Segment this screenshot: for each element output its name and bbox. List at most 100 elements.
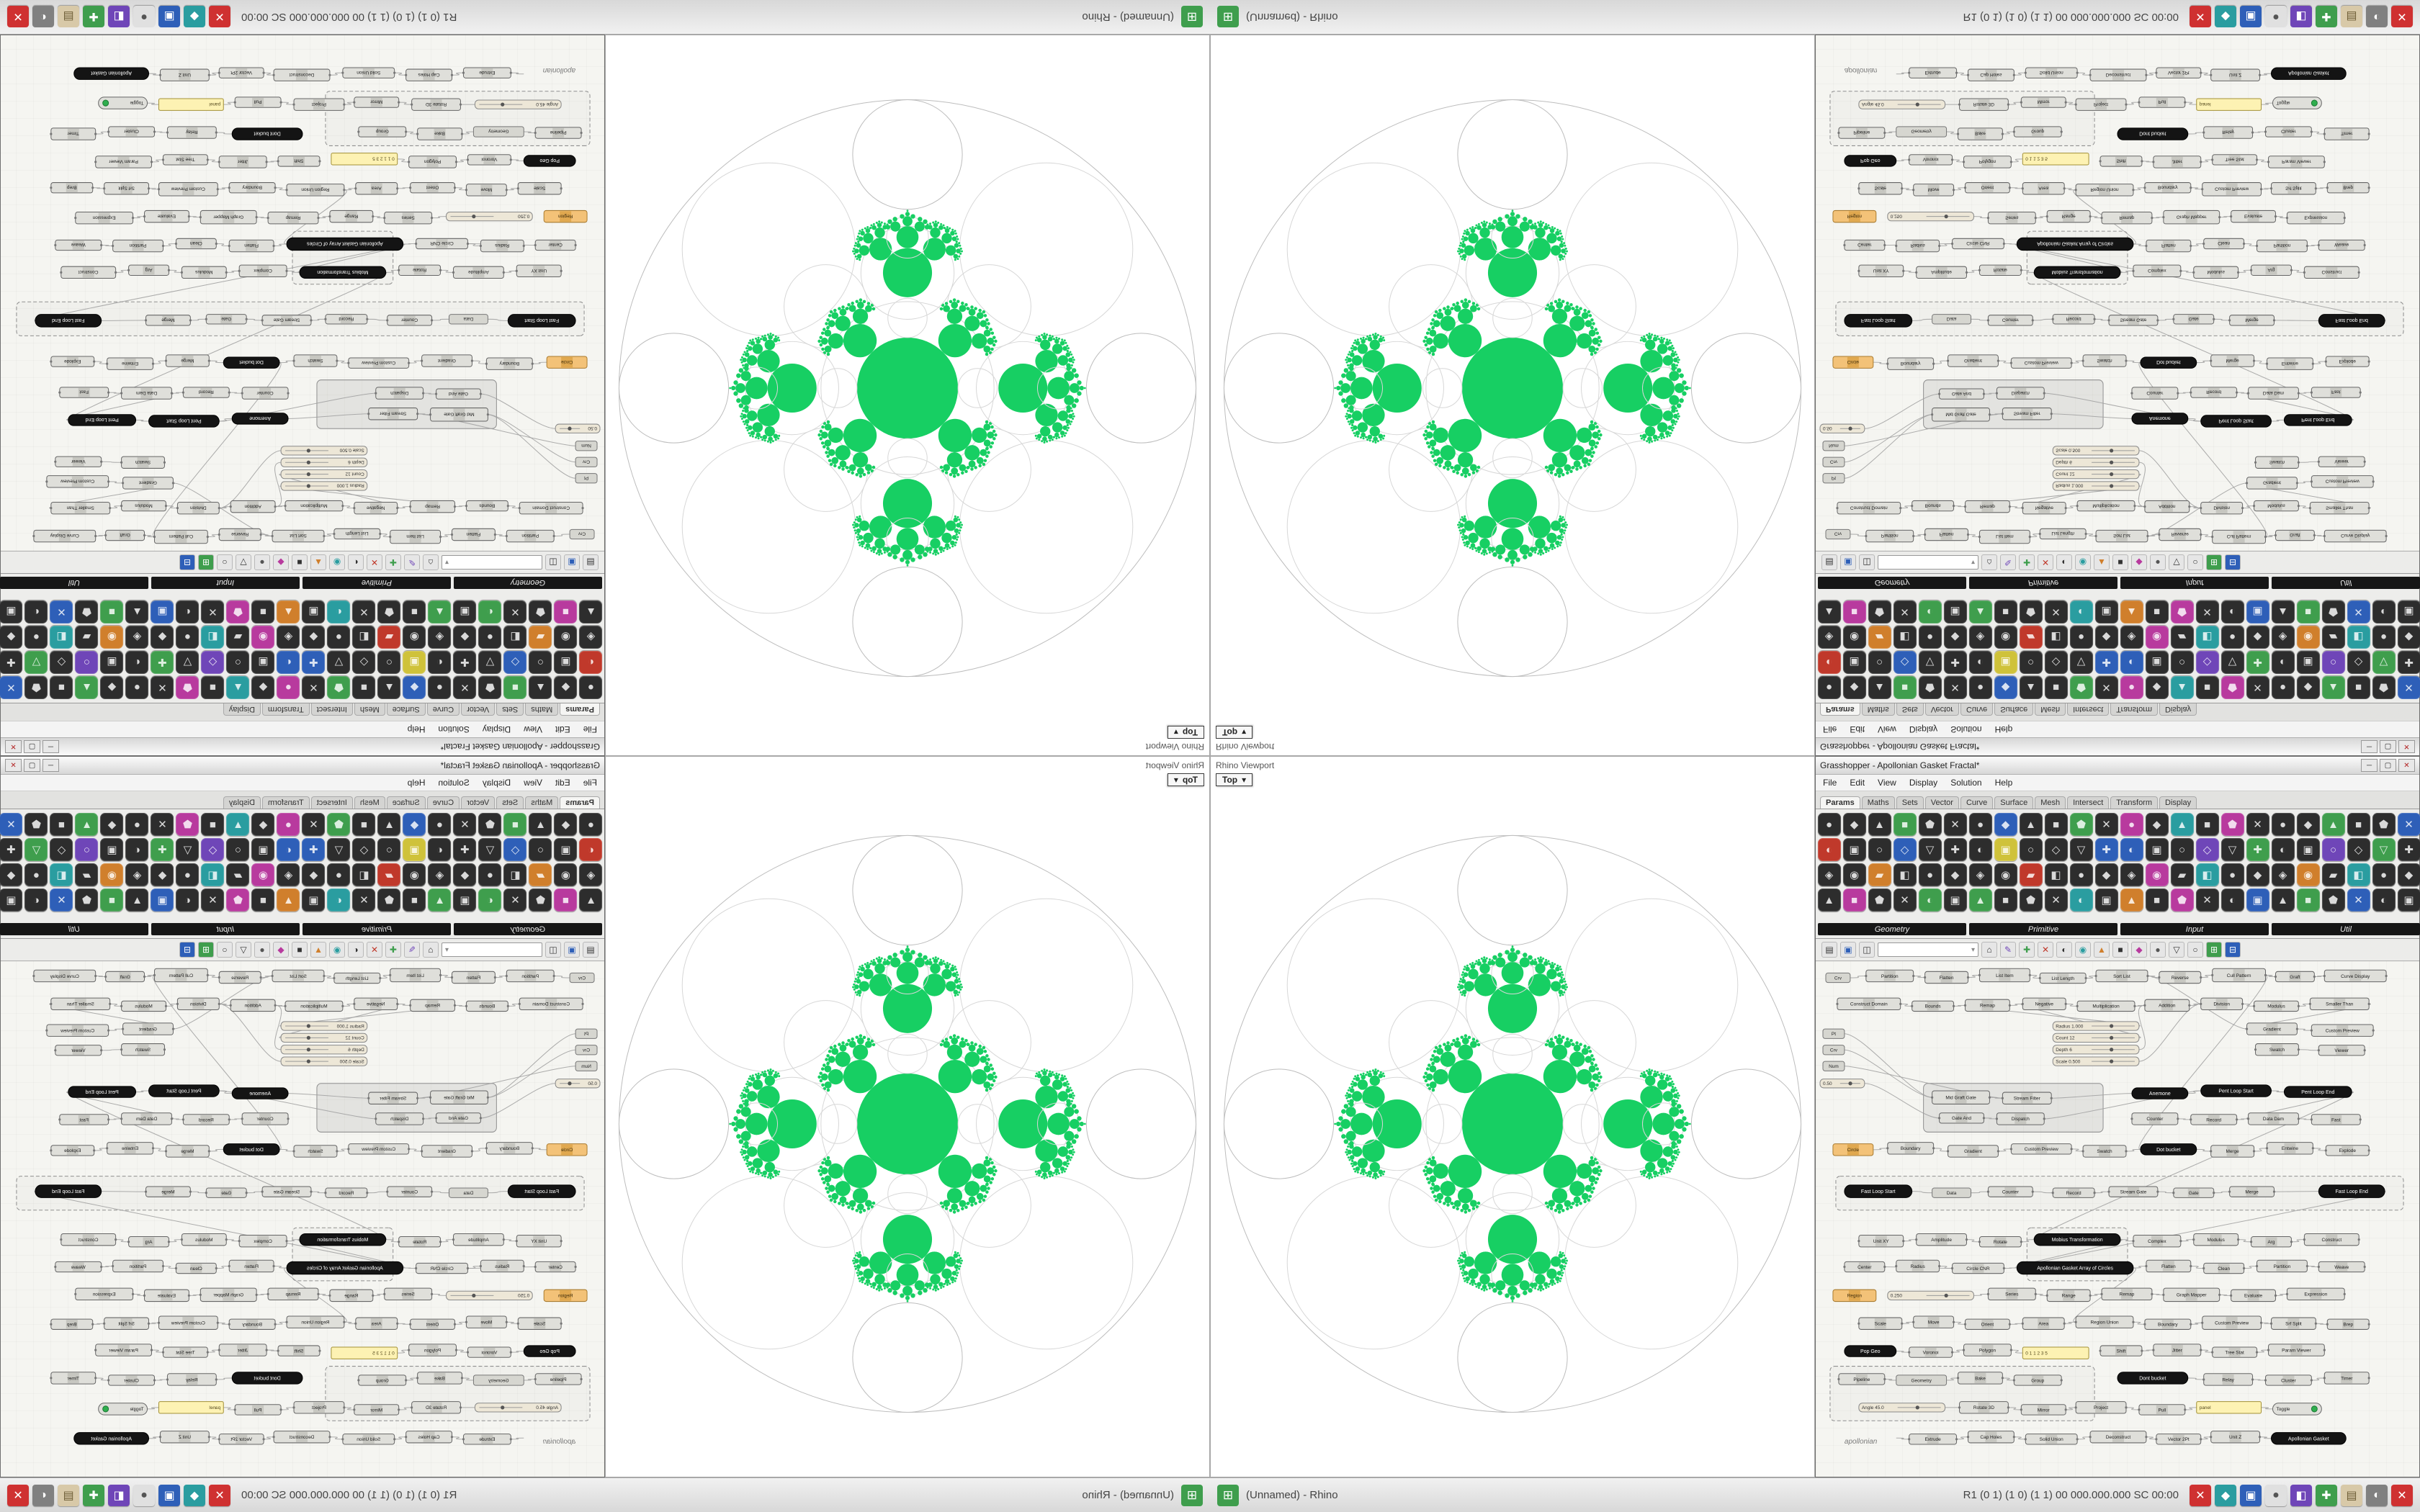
gh-node-node[interactable]: Area bbox=[2021, 182, 2066, 195]
component-icon[interactable]: ○ bbox=[226, 838, 250, 861]
gh-node-node[interactable]: Tree Stat bbox=[161, 1346, 209, 1358]
gh-node-node[interactable]: Merge bbox=[2210, 1145, 2256, 1158]
toolbar-icon[interactable]: ▲ bbox=[2094, 942, 2110, 958]
gh-node-node[interactable]: Remap bbox=[266, 211, 320, 225]
gh-node-capsule[interactable]: Pent Loop End bbox=[2283, 1086, 2352, 1098]
gh-node-slider[interactable]: 0.50 bbox=[1819, 1079, 1865, 1089]
component-icon[interactable]: ▰ bbox=[226, 863, 250, 886]
toolbar-icon[interactable]: ◐ bbox=[348, 942, 364, 958]
gh-node-warn[interactable]: Region bbox=[543, 1289, 588, 1302]
palette-group-label[interactable]: Input bbox=[2120, 577, 2269, 589]
gh-node-node[interactable]: Voronoi bbox=[466, 154, 512, 166]
component-icon[interactable]: ◈ bbox=[125, 626, 149, 649]
gh-node-slider[interactable]: 0.250 bbox=[446, 211, 533, 222]
component-icon[interactable]: ▣ bbox=[1943, 888, 1967, 912]
component-icon[interactable]: ▲ bbox=[2120, 600, 2143, 624]
gh-node-slider[interactable]: Count 12 bbox=[2052, 469, 2140, 480]
toolbar-icon[interactable]: ◐ bbox=[348, 554, 364, 570]
gh-node-node[interactable]: Relay bbox=[2202, 126, 2254, 139]
gh-node-node[interactable]: Group bbox=[2012, 126, 2063, 138]
gh-node-node[interactable]: Explode bbox=[2324, 1145, 2370, 1156]
gh-node-node[interactable]: Explode bbox=[2324, 356, 2370, 367]
gh-node-node[interactable]: Evaluate bbox=[143, 210, 190, 223]
component-icon[interactable]: ▲ bbox=[428, 600, 452, 624]
gh-node-node[interactable]: Construct Domain bbox=[1836, 997, 1902, 1011]
toolbar-icon[interactable]: ▣ bbox=[1840, 942, 1856, 958]
gh-node-panel[interactable]: 0 1 1 2 3 5 bbox=[331, 153, 398, 166]
title-bar[interactable]: Grasshopper - Apollonian Gasket Fractal*… bbox=[1, 737, 604, 755]
tab-transform[interactable]: Transform bbox=[2110, 796, 2159, 809]
component-icon[interactable]: ⬟ bbox=[478, 676, 502, 699]
component-icon[interactable]: ◈ bbox=[277, 863, 300, 886]
component-icon[interactable]: ⬟ bbox=[226, 600, 250, 624]
gh-node-node[interactable]: Dispatch bbox=[1995, 387, 2045, 400]
gh-node-node[interactable]: Graft bbox=[104, 529, 146, 541]
gh-node-node[interactable]: Expression bbox=[2285, 211, 2346, 225]
tray-icon[interactable]: ▤ bbox=[2341, 1484, 2362, 1506]
gh-node-param[interactable]: Data bbox=[1932, 314, 1971, 325]
component-icon[interactable]: ▣ bbox=[403, 838, 426, 861]
gh-canvas[interactable]: Crv Partition Flatten List Item List Length S… bbox=[1, 961, 604, 1477]
component-icon[interactable]: ◧ bbox=[1893, 626, 1917, 649]
component-icon[interactable]: ◧ bbox=[201, 863, 225, 886]
gh-node-node[interactable]: Cap Holes bbox=[1966, 68, 2015, 81]
component-icon[interactable]: ▽ bbox=[2220, 838, 2244, 861]
gh-node-node[interactable]: Area bbox=[354, 182, 399, 195]
gh-node-node[interactable]: Bounds bbox=[1911, 1000, 1955, 1012]
gh-node-node[interactable]: Complex bbox=[238, 264, 288, 278]
gh-node-node[interactable]: Jitter bbox=[218, 1344, 268, 1356]
component-icon[interactable]: ✚ bbox=[0, 651, 23, 674]
gh-node-node[interactable]: Flatten bbox=[450, 971, 496, 984]
component-icon[interactable]: ◈ bbox=[1968, 626, 1992, 649]
component-icon[interactable]: ● bbox=[125, 676, 149, 699]
component-icon[interactable]: ▣ bbox=[151, 888, 174, 912]
gh-node-node[interactable]: Gradient bbox=[2245, 477, 2299, 490]
component-icon[interactable]: ✕ bbox=[503, 888, 527, 912]
toolbar-icon[interactable]: ▤ bbox=[583, 554, 599, 570]
gh-node-node[interactable]: List Length bbox=[2038, 972, 2087, 984]
gh-node-node[interactable]: Remap bbox=[2100, 211, 2154, 225]
component-icon[interactable]: ✕ bbox=[0, 813, 23, 836]
toolbar-icon[interactable]: ▽ bbox=[236, 554, 251, 570]
tab-vector[interactable]: Vector bbox=[1924, 703, 1959, 716]
menu-file[interactable]: File bbox=[583, 778, 597, 788]
component-icon[interactable]: ● bbox=[2271, 676, 2295, 699]
gh-node-node[interactable]: Record bbox=[182, 387, 230, 398]
component-icon[interactable]: ■ bbox=[352, 813, 376, 836]
component-icon[interactable]: ✕ bbox=[2397, 676, 2420, 699]
component-icon[interactable]: ◉ bbox=[2145, 863, 2169, 886]
palette-group-label[interactable]: Primitive bbox=[302, 577, 451, 589]
gh-node-node[interactable]: Curve Display bbox=[32, 529, 97, 543]
viewport-mode-dropdown[interactable]: Top ▾ bbox=[1216, 773, 1253, 786]
component-icon[interactable]: ◇ bbox=[503, 651, 527, 674]
gh-node-node[interactable]: Stream Filter bbox=[2001, 408, 2053, 420]
tab-transform[interactable]: Transform bbox=[261, 703, 310, 716]
component-icon[interactable]: ◇ bbox=[2347, 838, 2370, 861]
toolbar-icon[interactable]: ● bbox=[2150, 942, 2166, 958]
component-icon[interactable]: ■ bbox=[2044, 813, 2068, 836]
component-icon[interactable]: ■ bbox=[2044, 676, 2068, 699]
gh-node-node[interactable]: Cluster bbox=[2264, 126, 2313, 138]
component-icon[interactable]: ◉ bbox=[554, 863, 578, 886]
gh-node-node[interactable]: Partition bbox=[505, 529, 555, 543]
component-icon[interactable]: ◇ bbox=[352, 838, 376, 861]
tray-icon[interactable]: ✕ bbox=[2190, 6, 2211, 28]
component-icon[interactable]: ■ bbox=[403, 888, 426, 912]
component-icon[interactable]: ⬟ bbox=[2170, 600, 2194, 624]
rhino-viewport[interactable]: Rhino Viewport Top ▾ bbox=[605, 35, 1210, 756]
gh-node-node[interactable]: Remap bbox=[2100, 1287, 2154, 1301]
gh-node-capsule[interactable]: Pent Loop Start bbox=[148, 1084, 220, 1097]
canvas-group[interactable] bbox=[2026, 1227, 2128, 1282]
gh-node-node[interactable]: Shift bbox=[2099, 1345, 2143, 1356]
component-icon[interactable]: ▰ bbox=[75, 626, 99, 649]
component-icon[interactable]: ⬟ bbox=[226, 888, 250, 912]
component-icon[interactable]: ◧ bbox=[2195, 863, 2219, 886]
gh-node-node[interactable]: Counter bbox=[2130, 387, 2179, 400]
gh-node-node[interactable]: Weave bbox=[54, 239, 103, 251]
component-icon[interactable]: ◐ bbox=[2120, 838, 2143, 861]
component-icon[interactable]: ▽ bbox=[176, 838, 200, 861]
gh-node-node[interactable]: Gate bbox=[2172, 314, 2215, 325]
component-icon[interactable]: ▣ bbox=[1994, 838, 2017, 861]
gh-node-node[interactable]: Custom Preview bbox=[2009, 1143, 2073, 1155]
gh-node-node[interactable]: Partition bbox=[112, 1259, 165, 1273]
